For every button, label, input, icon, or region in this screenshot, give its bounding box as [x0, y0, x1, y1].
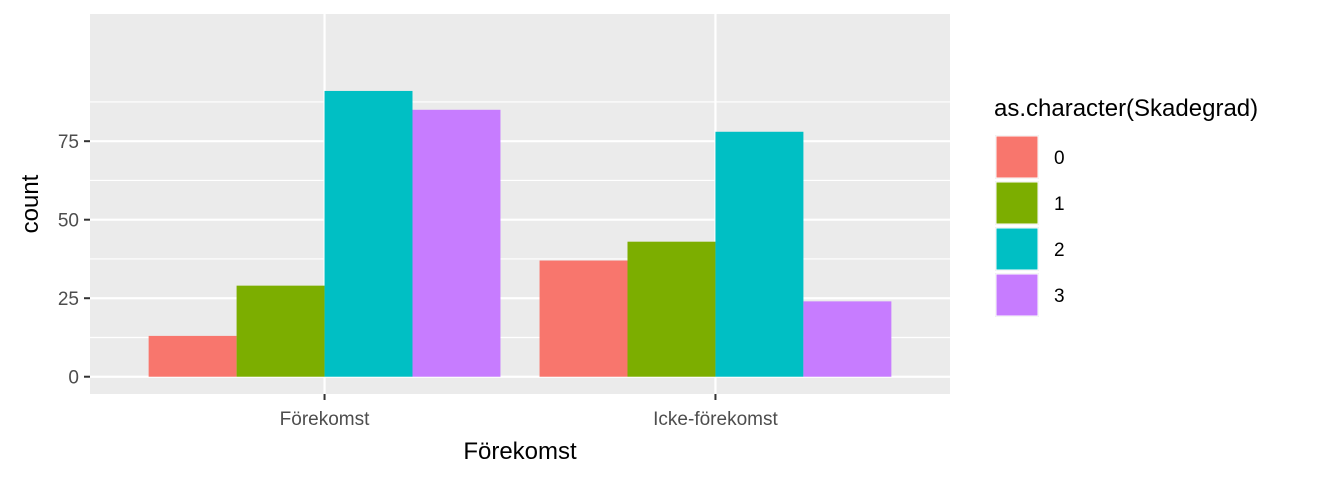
- legend-label-0: 0: [1054, 148, 1065, 169]
- y-tick-label: 0: [68, 368, 79, 389]
- legend-label-2: 2: [1054, 240, 1065, 261]
- y-tick-label: 50: [58, 211, 79, 232]
- bars: [148, 90, 892, 377]
- legend-swatch-1: [995, 181, 1039, 225]
- y-tick-label: 25: [58, 289, 79, 310]
- bar-icke-forekomst-1: [627, 241, 716, 377]
- y-tick-label: 75: [58, 132, 79, 153]
- bar-forekomst-2: [324, 90, 413, 377]
- bar-forekomst-1: [236, 285, 325, 377]
- bar-icke-forekomst-2: [715, 131, 804, 377]
- y-axis-title: count: [17, 174, 44, 233]
- bar-forekomst-3: [412, 109, 501, 377]
- x-axis-title: Förekomst: [463, 438, 577, 465]
- x-tick-label: Förekomst: [280, 409, 370, 430]
- legend-label-1: 1: [1054, 194, 1065, 215]
- legend-swatch-3: [995, 273, 1039, 317]
- legend-swatch-2: [995, 227, 1039, 271]
- legend-label-3: 3: [1054, 286, 1065, 307]
- legend-swatch-0: [995, 135, 1039, 179]
- y-axis: 0 25 50 75: [58, 132, 90, 389]
- legend-title: as.character(Skadegrad): [994, 95, 1258, 122]
- bar-icke-forekomst-3: [803, 301, 892, 377]
- bar-icke-forekomst-0: [539, 260, 628, 377]
- bar-forekomst-0: [148, 335, 237, 377]
- x-tick-label: Icke-förekomst: [653, 409, 778, 430]
- legend: as.character(Skadegrad) 0 1 2 3: [994, 95, 1258, 317]
- x-axis: Förekomst Icke-förekomst: [280, 394, 778, 430]
